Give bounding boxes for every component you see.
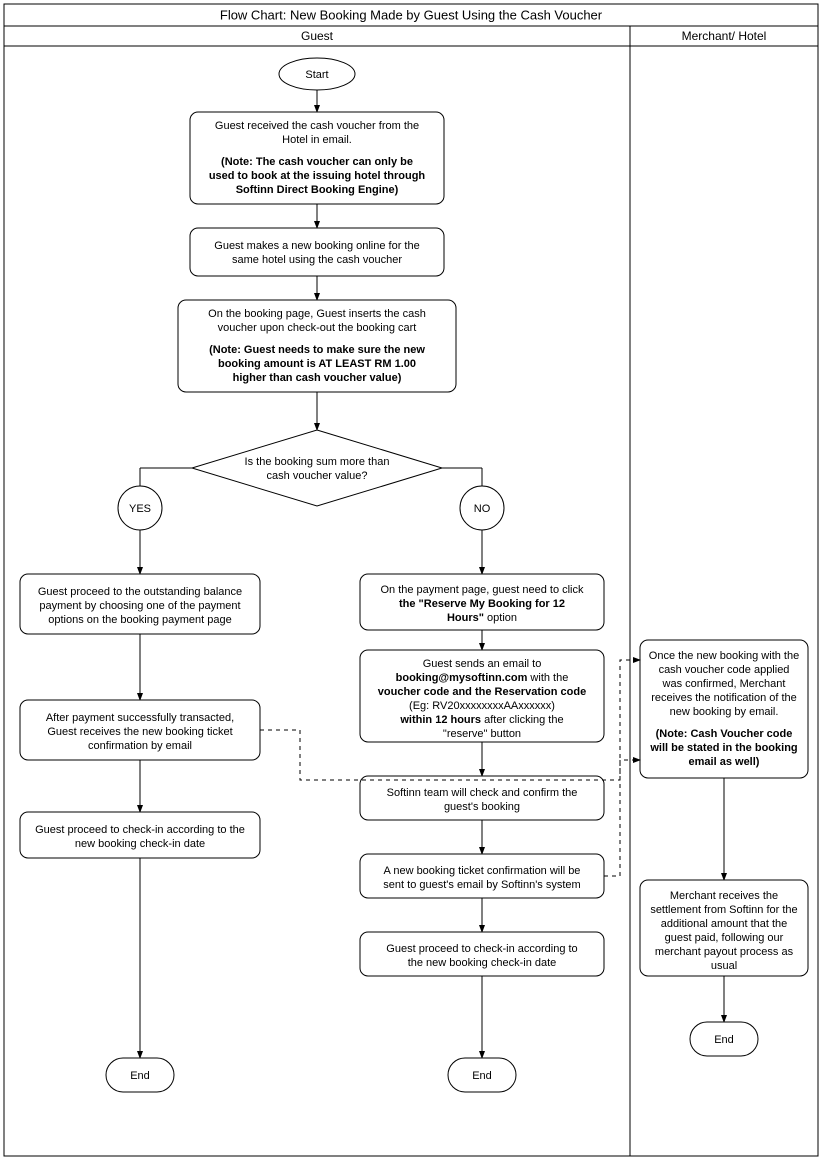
yes-label: YES xyxy=(129,503,151,515)
y2-l2: Guest receives the new booking ticket xyxy=(47,726,232,738)
m1-l2: cash voucher code applied xyxy=(659,664,790,676)
dec-q1: Is the booking sum more than xyxy=(245,456,390,468)
m1-l5: new booking by email. xyxy=(670,706,779,718)
m1-l4: receives the notification of the xyxy=(651,692,797,704)
n2-b1: booking@mysoftinn.com with the xyxy=(396,672,569,684)
lane-merchant-label: Merchant/ Hotel xyxy=(682,29,767,43)
m1-l3: was confirmed, Merchant xyxy=(662,678,786,690)
n1-b1: the "Reserve My Booking for 12 xyxy=(399,598,565,610)
y1-l2: payment by choosing one of the payment xyxy=(39,600,240,612)
start-label: Start xyxy=(305,69,328,81)
y1-l1: Guest proceed to the outstanding balance xyxy=(38,586,242,598)
n5-l1: Guest proceed to check-in according to xyxy=(386,943,577,955)
g3-l2: voucher upon check-out the booking cart xyxy=(218,322,417,334)
m2-l5: merchant payout process as xyxy=(655,946,794,958)
no-label: NO xyxy=(474,503,491,515)
n2-l1: Guest sends an email to xyxy=(423,658,542,670)
m2-l2: settlement from Softinn for the xyxy=(650,904,797,916)
y3-l2: new booking check-in date xyxy=(75,838,205,850)
m1-n3: email as well) xyxy=(689,756,760,768)
n1-l1: On the payment page, guest need to click xyxy=(380,584,584,596)
title-text: Flow Chart: New Booking Made by Guest Us… xyxy=(220,7,603,22)
n3-l2: guest's booking xyxy=(444,801,520,813)
g3-n3: higher than cash voucher value) xyxy=(233,372,402,384)
n4-l2: sent to guest's email by Softinn's syste… xyxy=(383,879,580,891)
m1-n2: will be stated in the booking xyxy=(649,742,797,754)
n3-l1: Softinn team will check and confirm the xyxy=(387,787,578,799)
y3-l1: Guest proceed to check-in according to t… xyxy=(35,824,245,836)
n5-l2: the new booking check-in date xyxy=(408,957,557,969)
m1-n1: (Note: Cash Voucher code xyxy=(656,728,793,740)
end-merchant-label: End xyxy=(714,1034,734,1046)
g1-n2: used to book at the issuing hotel throug… xyxy=(209,170,426,182)
y2-l1: After payment successfully transacted, xyxy=(46,712,234,724)
m2-l6: usual xyxy=(711,960,737,972)
m2-l4: guest paid, following our xyxy=(665,932,784,944)
g3-n2: booking amount is AT LEAST RM 1.00 xyxy=(218,358,416,370)
dec-q2: cash voucher value? xyxy=(267,470,368,482)
node-g2 xyxy=(190,228,444,276)
g3-l1: On the booking page, Guest inserts the c… xyxy=(208,308,426,320)
g1-n1: (Note: The cash voucher can only be xyxy=(221,156,413,168)
end-no-label: End xyxy=(472,1070,492,1082)
n2-l2: (Eg: RV20xxxxxxxxAAxxxxxx) xyxy=(409,700,555,712)
g2-l1: Guest makes a new booking online for the xyxy=(214,240,419,252)
g3-n1: (Note: Guest needs to make sure the new xyxy=(209,344,425,356)
n2-b2: voucher code and the Reservation code xyxy=(378,686,586,698)
g1-l1: Guest received the cash voucher from the xyxy=(215,120,419,132)
m1-l1: Once the new booking with the xyxy=(649,650,799,662)
g1-n3: Softinn Direct Booking Engine) xyxy=(236,184,399,196)
m2-l1: Merchant receives the xyxy=(670,890,778,902)
y2-l3: confirmation by email xyxy=(88,740,192,752)
y1-l3: options on the booking payment page xyxy=(48,614,231,626)
n2-b3: within 12 hours after clicking the xyxy=(399,714,563,726)
n1-b2: Hours" option xyxy=(447,612,517,624)
flowchart-canvas: Flow Chart: New Booking Made by Guest Us… xyxy=(0,0,822,1160)
g2-l2: same hotel using the cash voucher xyxy=(232,254,402,266)
m2-l3: additional amount that the xyxy=(661,918,788,930)
end-yes-label: End xyxy=(130,1070,150,1082)
n2-l4: "reserve" button xyxy=(443,728,521,740)
n4-l1: A new booking ticket confirmation will b… xyxy=(384,865,581,877)
lane-guest-label: Guest xyxy=(301,29,334,43)
g1-l2: Hotel in email. xyxy=(282,134,352,146)
